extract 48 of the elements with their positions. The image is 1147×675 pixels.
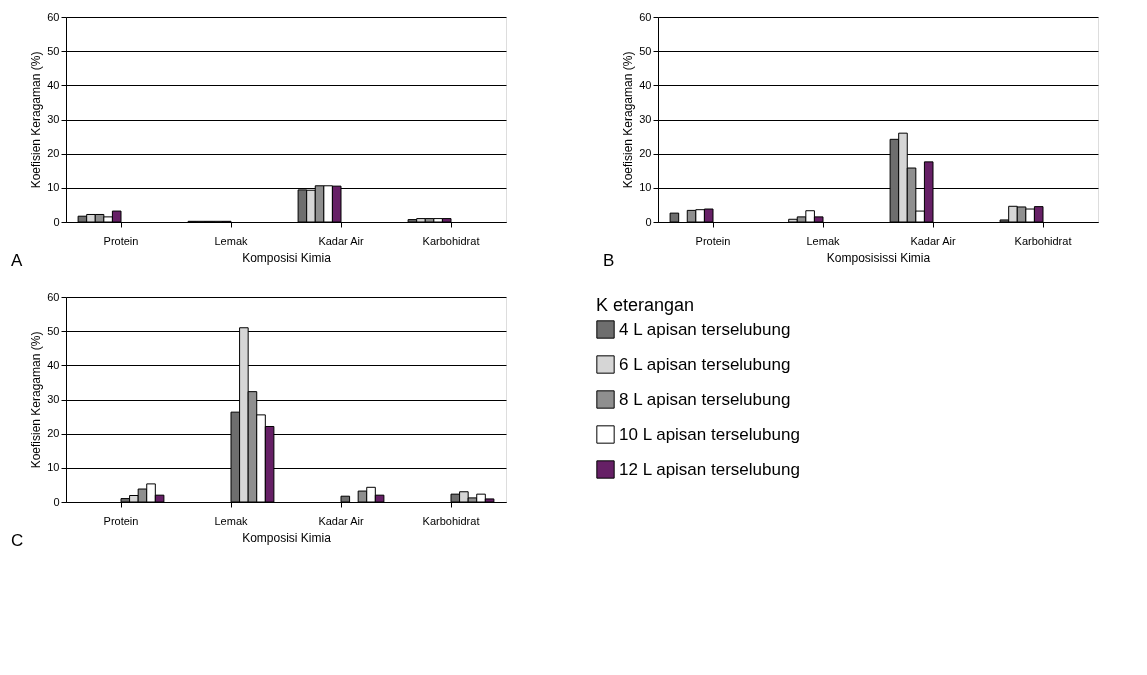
y-tick-label: 10 bbox=[639, 181, 652, 194]
y-tick-label: 0 bbox=[53, 215, 60, 228]
x-tick-label: Lemak bbox=[806, 234, 840, 247]
legend-label: 12 L apisan terselubung bbox=[619, 459, 800, 479]
y-axis-title: Koefisien Keragaman (%) bbox=[29, 51, 44, 189]
y-tick-label: 20 bbox=[639, 147, 652, 160]
y-tick-label: 30 bbox=[639, 113, 652, 125]
x-tick-label: Kadar Air bbox=[318, 234, 364, 247]
x-tick-label: Karbohidrat bbox=[422, 514, 480, 527]
text: A bbox=[11, 251, 23, 270]
y-tick-label: 20 bbox=[47, 147, 60, 160]
text: B bbox=[603, 251, 615, 270]
y-tick-label: 40 bbox=[639, 78, 652, 91]
x-axis-title: Komposisissi Kimia bbox=[826, 250, 931, 265]
legend-label: 4 L apisan terselubung bbox=[619, 319, 791, 339]
x-tick-label: Lemak bbox=[214, 514, 248, 527]
x-axis-title: Komposisi Kimia bbox=[242, 250, 332, 265]
x-tick-label: Protein bbox=[103, 514, 139, 527]
y-tick-label: 30 bbox=[47, 393, 60, 405]
y-tick-label: 60 bbox=[639, 10, 652, 23]
legend-label: 8 L apisan terselubung bbox=[619, 389, 791, 409]
y-tick-label: 60 bbox=[47, 10, 60, 23]
y-tick-label: 50 bbox=[47, 324, 60, 337]
y-tick-label: 40 bbox=[47, 78, 60, 91]
x-tick-label: Kadar Air bbox=[318, 514, 364, 527]
x-axis-title: Komposisi Kimia bbox=[242, 530, 332, 545]
y-tick-label: 50 bbox=[639, 44, 652, 57]
y-tick-label: 10 bbox=[47, 461, 60, 474]
x-tick-label: Protein bbox=[103, 234, 139, 247]
y-tick-label: 50 bbox=[47, 44, 60, 57]
x-tick-label: Karbohidrat bbox=[1014, 234, 1072, 247]
legend-title: K eterangan bbox=[596, 295, 695, 315]
y-tick-label: 0 bbox=[645, 215, 652, 228]
legend-label: 10 L apisan terselubung bbox=[619, 424, 800, 444]
x-tick-label: Protein bbox=[695, 234, 731, 247]
y-axis-title: Koefisien Keragaman (%) bbox=[29, 331, 44, 469]
x-tick-label: Karbohidrat bbox=[422, 234, 480, 247]
y-tick-label: 40 bbox=[47, 358, 60, 371]
legend-label: 6 L apisan terselubung bbox=[619, 354, 791, 374]
y-tick-label: 30 bbox=[47, 113, 60, 125]
x-tick-label: Lemak bbox=[214, 234, 248, 247]
text: C bbox=[11, 531, 24, 550]
y-tick-label: 20 bbox=[47, 427, 60, 440]
y-tick-label: 60 bbox=[47, 290, 60, 303]
x-tick-label: Kadar Air bbox=[910, 234, 956, 247]
y-tick-label: 0 bbox=[53, 495, 60, 508]
y-axis-title: Koefisien Keragaman (%) bbox=[621, 51, 636, 189]
y-tick-label: 10 bbox=[47, 181, 60, 194]
